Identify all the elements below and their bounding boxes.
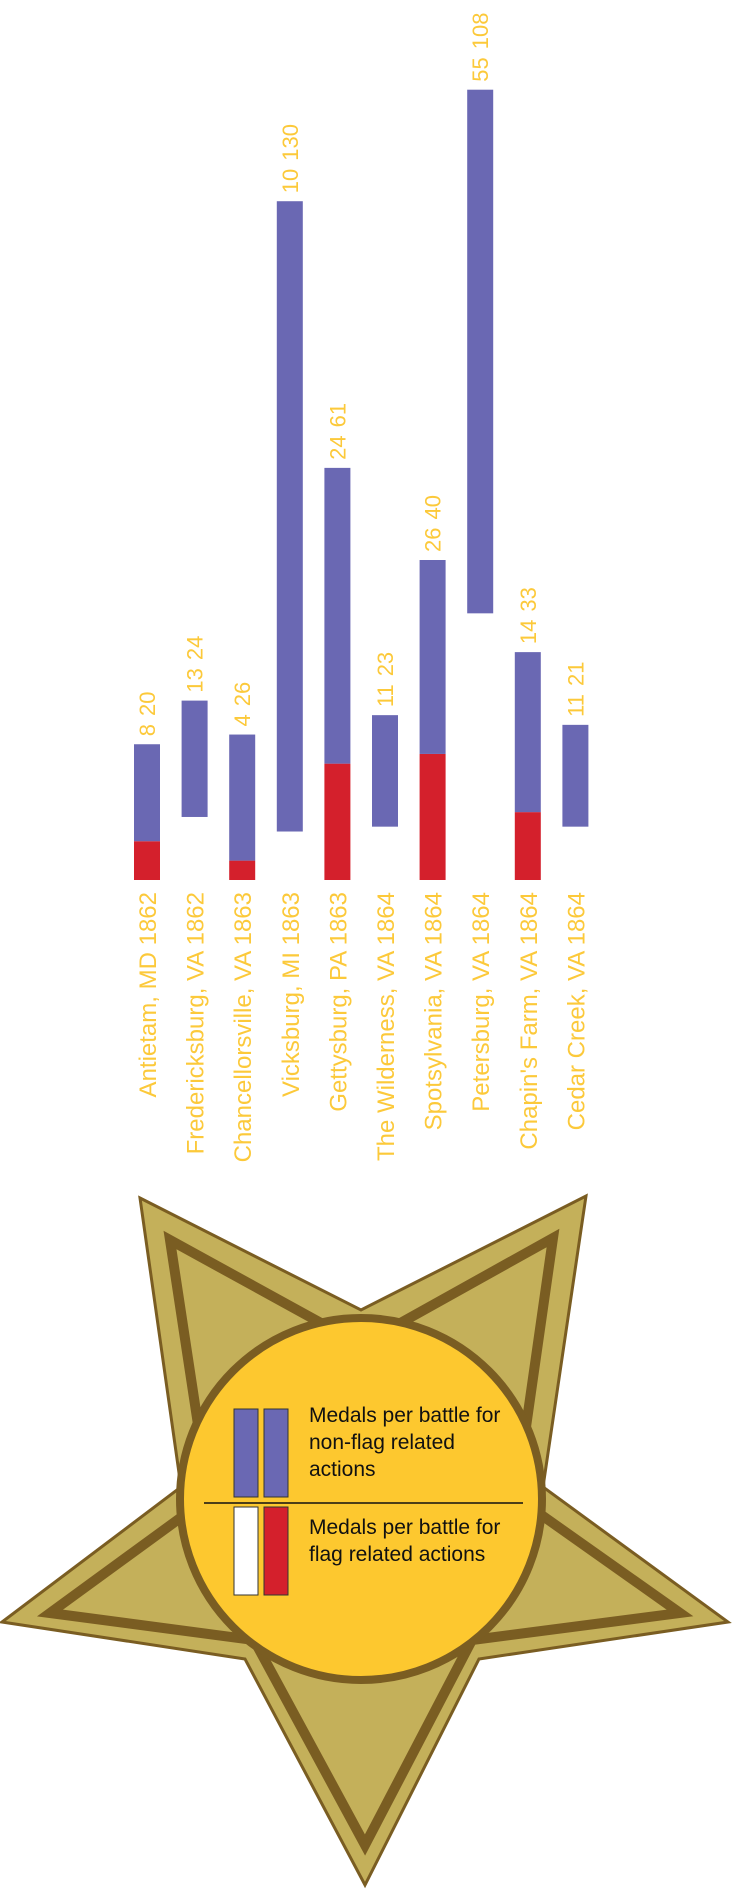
value-number: 13 (183, 668, 208, 692)
bar-segment (134, 744, 160, 842)
value-number: 24 (183, 636, 208, 660)
legend-swatch (233, 1506, 259, 1596)
value-number: 14 (516, 620, 541, 644)
category-label: Petersburg, VA 1864 (468, 892, 495, 1112)
bar-segment (134, 841, 160, 880)
value-number: 21 (563, 662, 588, 686)
bar-segment (229, 734, 256, 861)
category-label: The Wilderness, VA 1864 (373, 892, 400, 1161)
value-label: 1123 (373, 652, 398, 707)
value-number: 23 (373, 652, 398, 676)
value-number: 33 (516, 587, 541, 611)
bar-segment (419, 753, 446, 880)
value-number: 40 (421, 495, 446, 519)
value-number: 11 (373, 684, 398, 707)
value-label: 1324 (183, 636, 208, 693)
value-number: 26 (230, 682, 255, 706)
legend-label: Medals per battle for flag related actio… (309, 1516, 501, 1566)
bar-segment (324, 467, 351, 764)
value-number: 20 (135, 692, 160, 716)
legend-swatch (263, 1506, 289, 1596)
bar-segment (324, 763, 351, 880)
value-number: 11 (563, 694, 588, 717)
bar-segment (372, 715, 398, 827)
value-label: 10130 (278, 124, 303, 193)
category-label: Cedar Creek, VA 1864 (563, 892, 590, 1130)
value-number: 10 (278, 169, 303, 193)
value-label: 1433 (516, 587, 541, 644)
value-label: 2461 (325, 403, 350, 460)
bar-segment (467, 89, 494, 614)
bar-segment (229, 860, 256, 880)
value-label: 8 20 (135, 692, 160, 737)
bar-segment (562, 724, 589, 827)
bar-segment (419, 560, 446, 754)
value-number: 130 (278, 124, 303, 161)
legend-label: Medals per battle for non-flag related a… (309, 1404, 501, 1481)
bar-segment (514, 812, 541, 880)
bar-segment (181, 816, 208, 880)
bar-segment (467, 613, 494, 880)
legend-swatch (233, 1408, 259, 1498)
category-label: Fredericksburg, VA 1862 (183, 892, 210, 1154)
category-label: Chancellorsville, VA 1863 (230, 892, 257, 1162)
value-number: 4 (230, 714, 255, 726)
value-number: 24 (325, 435, 350, 459)
category-label: Spotsylvania, VA 1864 (421, 892, 448, 1130)
legend-swatch (263, 1408, 289, 1498)
value-label: 2640 (421, 495, 446, 552)
value-label: 4 26 (230, 682, 255, 727)
bar-segment (276, 201, 303, 832)
value-label: 55108 (468, 12, 493, 81)
value-label: 1121 (563, 662, 588, 717)
value-number: 8 (135, 724, 160, 736)
value-number: 26 (421, 528, 446, 552)
bar-segment (276, 831, 303, 880)
category-label: Chapin's Farm, VA 1864 (516, 892, 543, 1150)
medal-circle (176, 1314, 546, 1684)
value-number: 61 (325, 403, 350, 427)
category-label: Antietam, MD 1862 (135, 892, 162, 1097)
bar-segment (372, 826, 398, 880)
legend-swatches (233, 1408, 289, 1596)
bar-segment (181, 700, 208, 817)
bar-segment (514, 652, 541, 813)
value-number: 55 (468, 57, 493, 81)
category-label: Gettysburg, PA 1863 (325, 892, 352, 1112)
value-number: 108 (468, 12, 493, 49)
category-label: Vicksburg, MI 1863 (278, 892, 305, 1097)
bar-segment (562, 826, 589, 880)
